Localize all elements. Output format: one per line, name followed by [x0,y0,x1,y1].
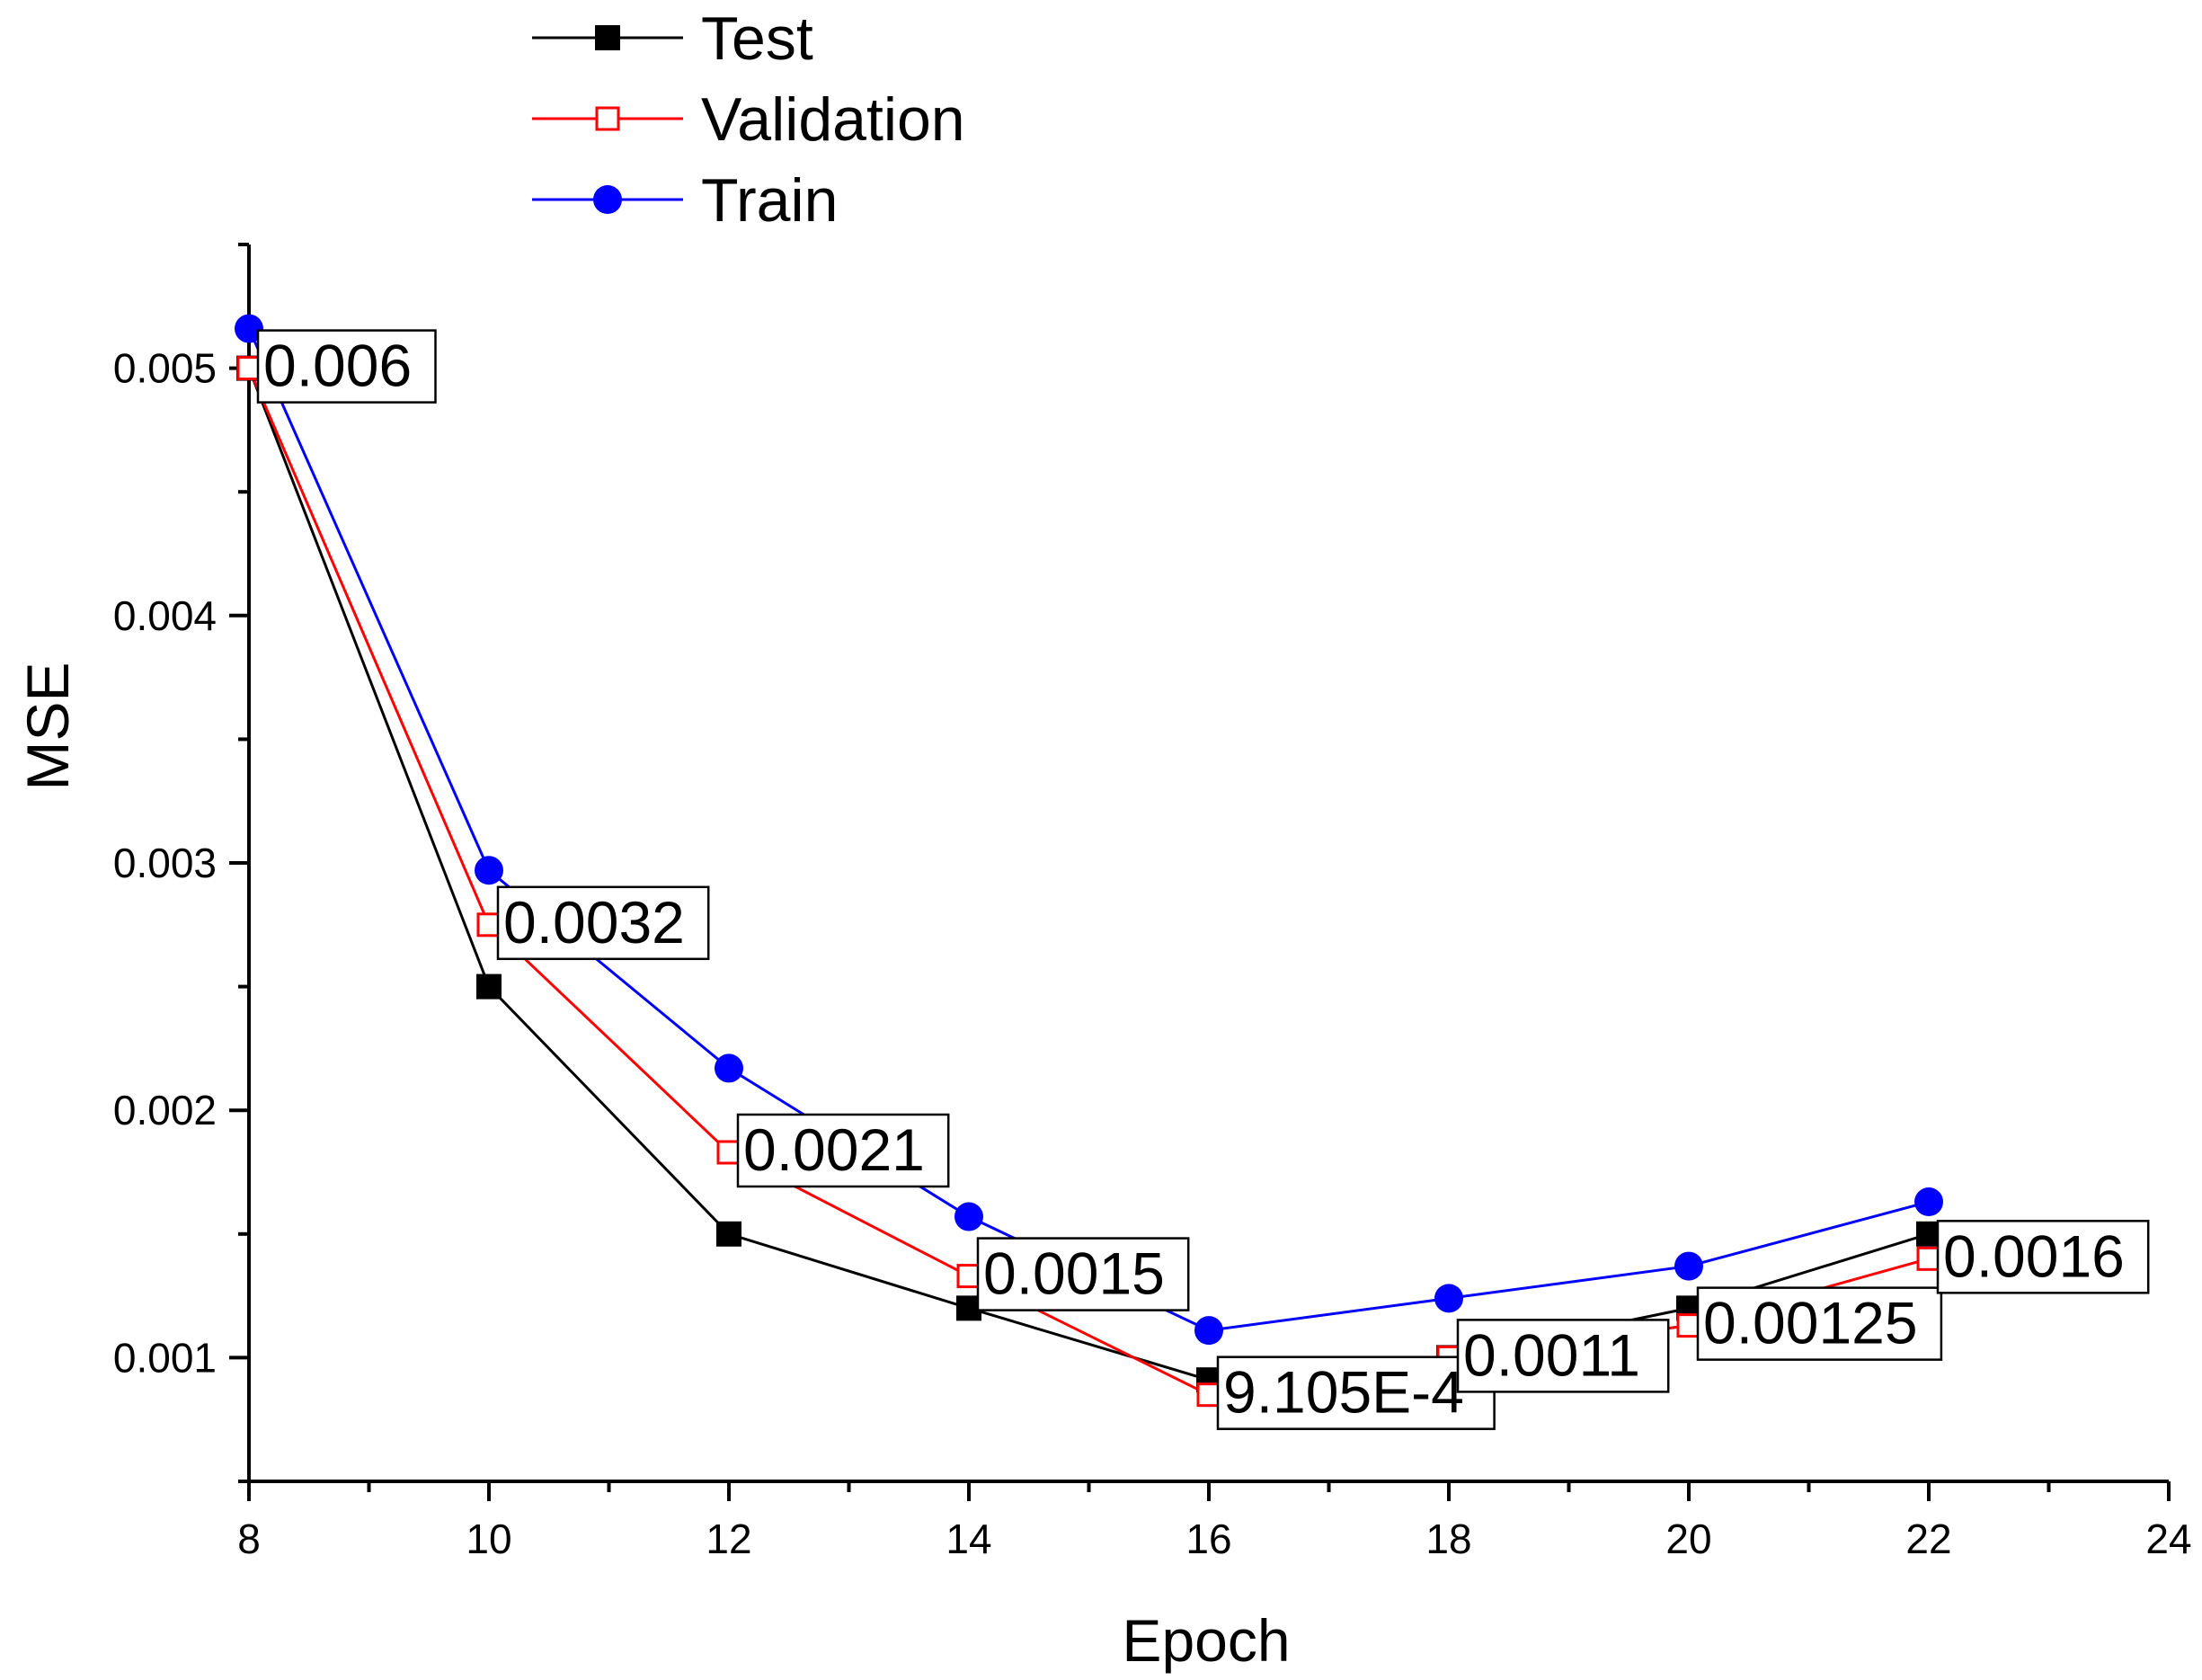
axes: 8 10 12 14 16 18 20 22 24 0.001 0.002 0.003 0.004 0.0… [113,243,2192,1562]
annotation-box [496,885,710,961]
y-tick-label: 0.003 [113,840,217,886]
point-validation [236,356,262,381]
x-tick-label: 16 [1185,1516,1231,1562]
annotation-box [1696,1286,1943,1361]
point-test [476,973,502,1000]
point-train [1914,1187,1943,1217]
point-train [235,314,263,343]
x-tick-label: 18 [1425,1516,1471,1562]
point-validation [716,1140,741,1165]
annotation: 0.0032 [496,885,710,961]
x-tick-label: 22 [1905,1516,1951,1562]
point-test [716,1221,741,1247]
annotation: 9.105E-4 [1216,1356,1496,1430]
data-annotations: 0.006 0.0032 0.0021 0.0015 9.105E-40.0011 0.0… [256,329,2150,1430]
point-train [475,856,503,885]
x-tick-label: 12 [706,1516,751,1562]
legend-item-validation: Validation [532,85,965,154]
point-train [715,1053,743,1083]
x-axis-title: Epoch [1122,1607,1290,1674]
legend-marker-train [593,185,622,214]
point-train [1434,1284,1463,1313]
series-line-train [247,327,1930,1332]
y-axis-title: MSE [14,662,81,790]
point-validation [956,1264,981,1289]
legend-label: Train [701,166,838,235]
annotation-label: 0.0011 [1463,1321,1640,1388]
annotation-box [1936,1220,2150,1294]
x-tick-label: 20 [1665,1516,1711,1562]
x-tick-label: 14 [946,1516,991,1562]
annotation: 0.006 [256,329,437,404]
annotation: 0.0016 [1936,1220,2150,1294]
annotation-label: 0.0032 [503,889,685,956]
annotation: 0.0021 [736,1113,950,1188]
annotation: 0.0015 [976,1237,1190,1311]
legend-label: Test [701,4,813,73]
series-lines [247,327,1930,1397]
annotation-label: 9.105E-4 [1223,1359,1464,1426]
annotation-box [1216,1356,1496,1430]
legend-item-train: Train [532,166,838,235]
legend: Test Validation Train [532,4,965,235]
point-train [954,1202,983,1231]
annotation-box [1456,1319,1670,1393]
y-tick-label: 0.002 [113,1087,217,1133]
annotation-box [976,1237,1190,1311]
point-validation [476,912,502,938]
y-tick-label: 0.001 [113,1334,217,1381]
annotation-box [256,329,437,404]
x-tick-label: 8 [237,1516,261,1562]
series-line-test [247,368,1930,1382]
x-tick-label: 24 [2145,1516,2191,1562]
annotation-box [736,1113,950,1188]
point-validation [1916,1246,1941,1271]
x-tick-label: 10 [466,1516,511,1562]
legend-item-test: Test [532,4,813,73]
annotation-label: 0.0021 [743,1116,925,1183]
annotation-label: 0.0016 [1943,1222,2125,1289]
y-tick-label: 0.005 [113,345,217,392]
annotation-label: 0.006 [263,333,412,399]
annotation-label: 0.0015 [983,1240,1165,1307]
point-train [1194,1316,1223,1346]
legend-marker-test [595,25,620,50]
point-validation [1196,1382,1221,1408]
y-tick-label: 0.004 [113,592,217,639]
legend-marker-validation [595,106,620,131]
legend-label: Validation [701,85,965,154]
annotation: 0.0011 [1456,1319,1670,1393]
annotation-label: 0.00125 [1703,1290,1918,1356]
annotation: 0.00125 [1696,1286,1943,1361]
point-validation [1676,1313,1701,1338]
point-train [1674,1251,1703,1281]
